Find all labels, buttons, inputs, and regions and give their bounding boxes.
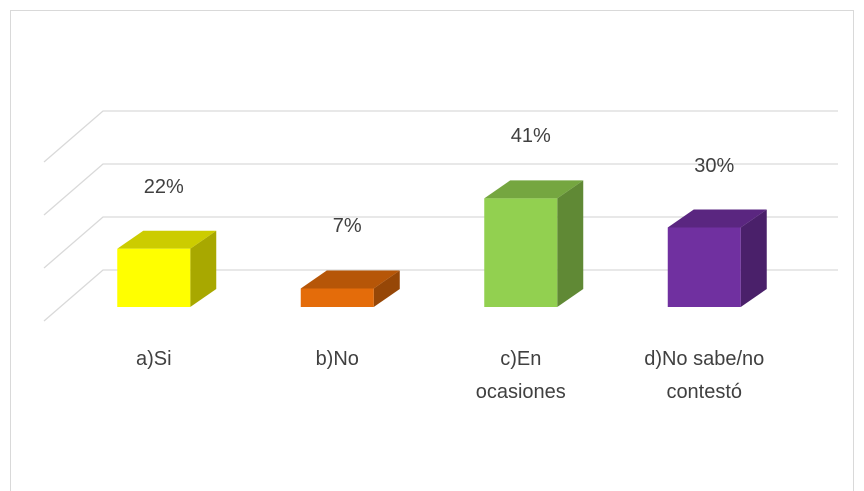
bar-front bbox=[300, 288, 374, 307]
bar bbox=[300, 270, 400, 307]
grid-line bbox=[43, 163, 838, 216]
bar-front bbox=[484, 198, 558, 307]
bar bbox=[117, 230, 217, 307]
bar-side bbox=[740, 209, 767, 307]
bar-side bbox=[557, 180, 584, 307]
bar-top bbox=[667, 209, 767, 228]
bar-side bbox=[373, 270, 400, 307]
data-label: 30% bbox=[694, 154, 735, 177]
bar-front bbox=[667, 227, 741, 307]
grid-line bbox=[43, 269, 838, 322]
bar-top bbox=[484, 180, 584, 199]
bar-top bbox=[300, 270, 400, 289]
x-tick-label: b)No bbox=[315, 348, 359, 370]
chart-border bbox=[10, 10, 854, 491]
data-label: 41% bbox=[510, 125, 551, 148]
bar-side bbox=[190, 230, 217, 307]
grid-line bbox=[43, 110, 838, 163]
bar-front bbox=[117, 248, 191, 307]
bar-top bbox=[117, 230, 217, 249]
x-tick-label: a)Si bbox=[135, 348, 172, 370]
grid-line bbox=[43, 216, 838, 269]
bar bbox=[667, 209, 767, 307]
data-label: 22% bbox=[143, 175, 184, 198]
x-tick-label: d)No sabe/no contestó bbox=[644, 348, 765, 403]
data-label: 7% bbox=[332, 215, 362, 238]
bar bbox=[484, 180, 584, 307]
x-tick-label: c)En ocasiones bbox=[475, 348, 566, 403]
